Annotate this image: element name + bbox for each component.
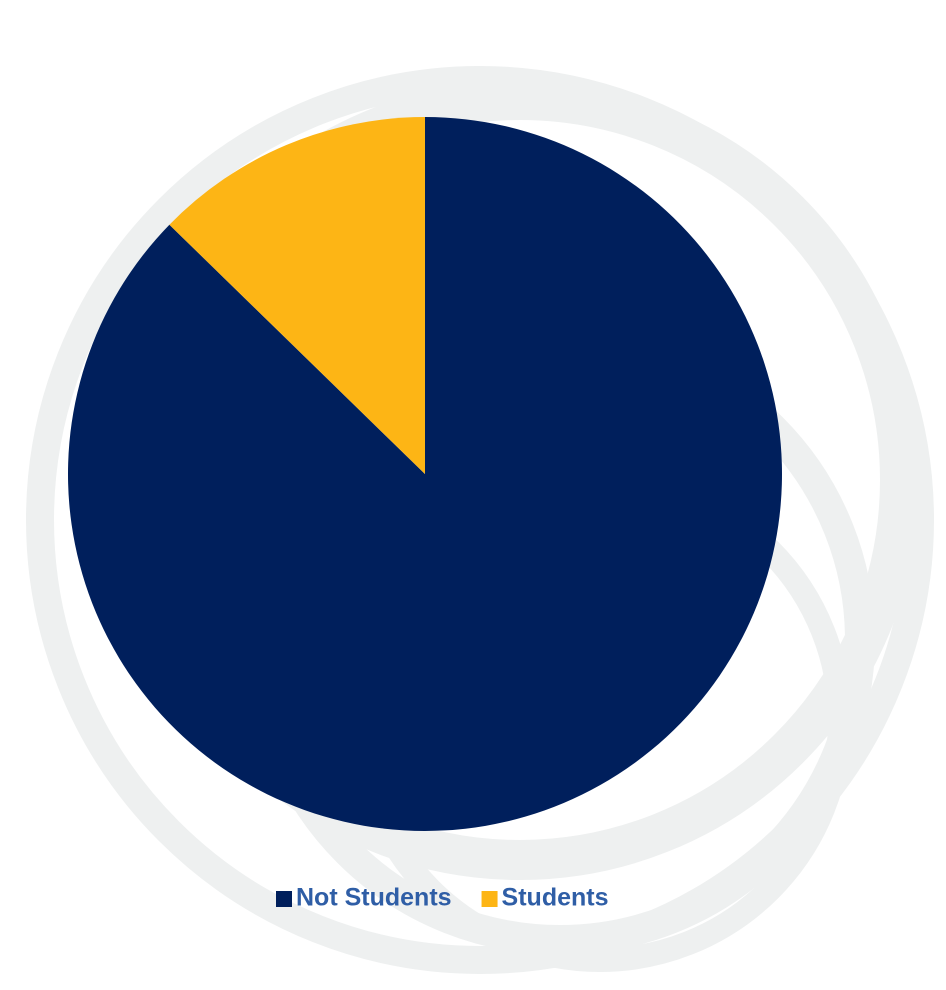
- bg-ring: [26, 66, 934, 974]
- pie-slice: [169, 117, 425, 474]
- legend-swatch: [481, 891, 498, 907]
- pie: [68, 117, 783, 831]
- legend-swatch: [276, 891, 292, 907]
- legend: Not Students Students: [276, 884, 609, 912]
- legend-label: Students: [502, 884, 609, 912]
- background-decoration: [26, 66, 934, 974]
- legend-label: Not Students: [296, 884, 452, 912]
